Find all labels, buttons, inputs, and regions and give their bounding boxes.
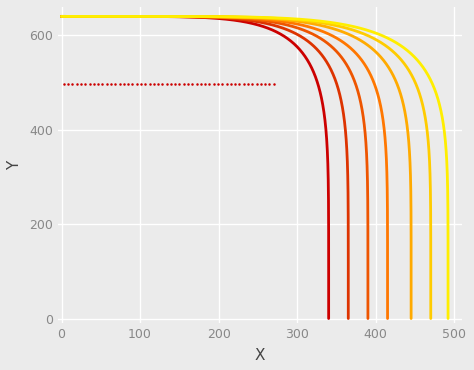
Y-axis label: Y: Y (7, 161, 22, 170)
X-axis label: X: X (255, 348, 265, 363)
